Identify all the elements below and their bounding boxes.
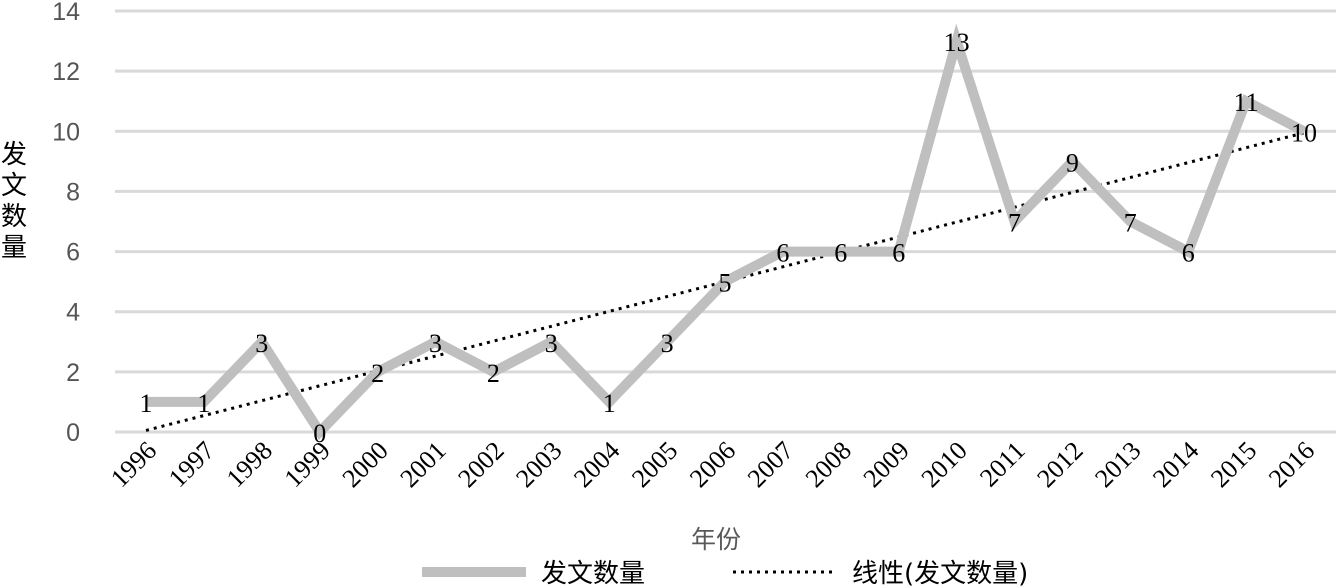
data-label: 10 [1291, 118, 1317, 147]
data-label: 0 [313, 419, 326, 448]
x-tick-label: 2012 [1031, 436, 1088, 493]
x-tick-label: 2010 [916, 436, 973, 493]
x-tick-label: 2003 [510, 436, 567, 493]
x-tick-label: 1998 [221, 436, 278, 493]
data-label: 7 [1124, 209, 1137, 238]
x-tick-label: 2005 [626, 436, 683, 493]
data-label: 1 [197, 389, 210, 418]
x-axis-title: 年份 [691, 525, 741, 554]
data-label: 7 [1008, 209, 1021, 238]
y-tick-label: 14 [52, 0, 80, 26]
y-tick-label: 6 [66, 239, 80, 267]
gridlines [115, 9, 1336, 434]
y-tick-label: 2 [66, 359, 80, 387]
data-label: 5 [719, 269, 732, 298]
x-tick-label: 2013 [1089, 436, 1146, 493]
y-axis-title: 发文数量 [1, 140, 27, 263]
y-tick-label: 0 [66, 419, 80, 447]
x-tick-label: 2006 [684, 436, 741, 493]
legend-label-series: 发文数量 [541, 559, 645, 588]
data-label: 1 [140, 389, 153, 418]
x-tick-label: 1997 [163, 436, 220, 493]
y-tick-label: 8 [66, 178, 80, 206]
series-line [146, 23, 1307, 441]
x-tick-label: 1996 [105, 436, 162, 493]
x-tick-label: 2008 [800, 436, 857, 493]
x-tick-label: 1999 [279, 436, 336, 493]
x-tick-label: 2001 [394, 436, 451, 493]
x-tick-label: 2016 [1263, 436, 1320, 493]
y-axis-title-char: 发 [1, 140, 27, 170]
data-label: 6 [892, 239, 905, 268]
data-label: 6 [1182, 239, 1195, 268]
data-label: 1 [603, 389, 616, 418]
y-axis-ticks: 0 2 4 6 8 10 12 14 [52, 0, 80, 447]
y-tick-label: 10 [52, 118, 80, 146]
data-label: 13 [944, 28, 970, 57]
y-tick-label: 4 [66, 299, 80, 327]
data-series [146, 23, 1307, 441]
y-axis-title-char: 数 [1, 202, 27, 232]
x-axis-ticks: 1996 1997 1998 1999 2000 2001 2002 2003 2004 2005… [105, 436, 1320, 493]
y-axis-title-char: 量 [1, 233, 27, 263]
data-label: 11 [1234, 88, 1259, 117]
data-label: 2 [371, 359, 384, 388]
data-label: 9 [1066, 148, 1079, 177]
x-tick-label: 2009 [858, 436, 915, 493]
data-label: 3 [255, 329, 268, 358]
data-label: 6 [834, 239, 847, 268]
x-tick-label: 2014 [1147, 436, 1204, 493]
data-label: 3 [429, 329, 442, 358]
data-label: 3 [545, 329, 558, 358]
x-tick-label: 2004 [568, 436, 625, 493]
y-axis-title-char: 文 [1, 171, 27, 201]
x-tick-label: 2015 [1205, 436, 1262, 493]
y-tick-label: 12 [52, 58, 80, 86]
data-label: 3 [661, 329, 674, 358]
x-tick-label: 2002 [452, 436, 509, 493]
data-label: 6 [776, 239, 789, 268]
legend-label-trendline: 线性(发文数量) [852, 559, 1028, 588]
x-tick-label: 2000 [337, 436, 394, 493]
x-tick-label: 2011 [974, 436, 1031, 493]
data-label: 2 [487, 359, 500, 388]
legend: 发文数量 线性(发文数量) [422, 559, 1028, 588]
x-tick-label: 2007 [742, 436, 799, 493]
